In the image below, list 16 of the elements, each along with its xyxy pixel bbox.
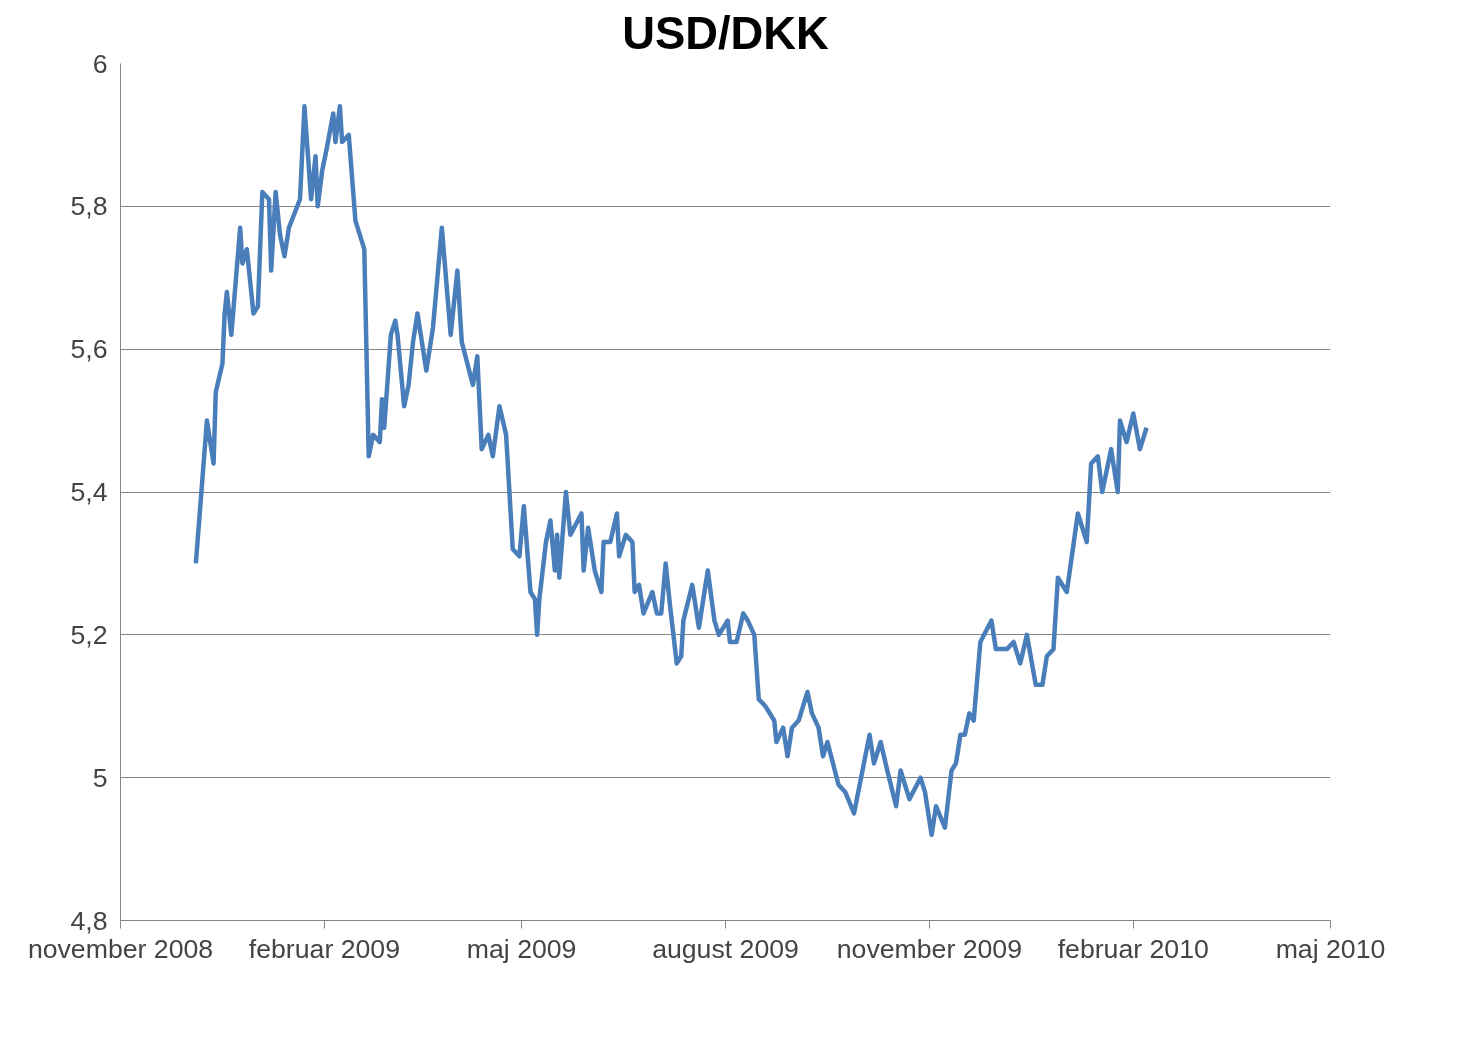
x-tick-label: maj 2010 (1275, 933, 1386, 964)
y-tick-label: 5,8 (70, 191, 108, 222)
x-tick-label: november 2009 (836, 933, 1023, 964)
x-tick-label: november 2008 (27, 933, 214, 964)
line-series (193, 104, 1149, 838)
x-tick-label: februar 2009 (248, 933, 400, 964)
x-tick-label: februar 2010 (1057, 933, 1209, 964)
y-tick-label: 5,4 (70, 477, 108, 507)
y-tick-label: 6 (92, 48, 108, 79)
chart-title: USD/DKK (622, 7, 830, 59)
y-tick-label: 5,6 (70, 334, 108, 365)
y-tick-label: 5,2 (70, 619, 108, 650)
x-tick-label: maj 2009 (466, 933, 577, 964)
x-tick-label: august 2009 (652, 933, 799, 964)
y-tick-label: 5 (92, 762, 108, 793)
y-tick-label: 4,8 (70, 905, 108, 936)
